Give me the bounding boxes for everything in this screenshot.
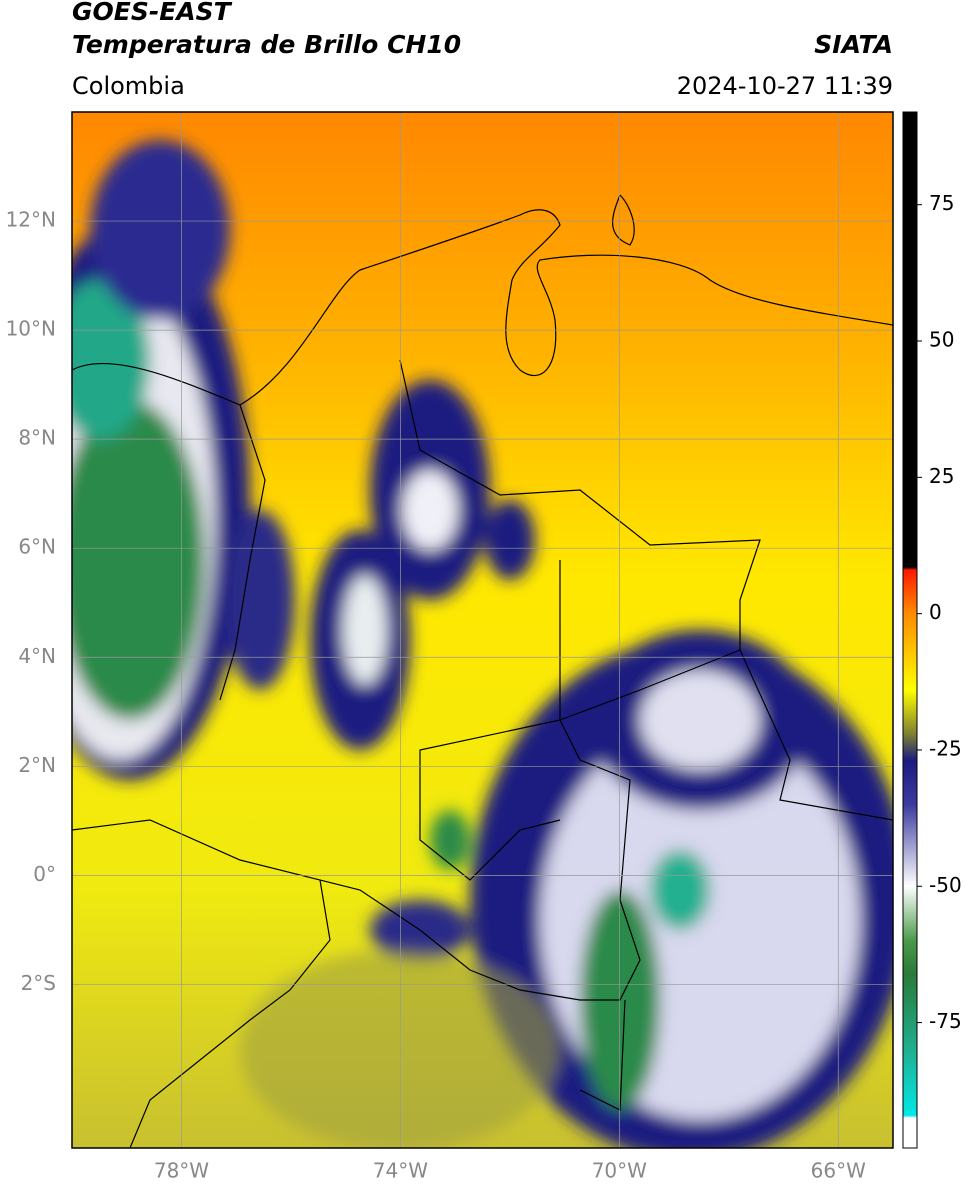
lon-tick-label: 70°W (592, 1159, 647, 1183)
colorbar-tick-label: -25 (929, 736, 962, 760)
title: GOES-EAST (72, 0, 233, 26)
lat-tick-label: 6°N (18, 535, 56, 559)
lat-tick-label: 2°S (21, 971, 56, 995)
lat-tick-label: 0° (33, 862, 56, 886)
lat-tick-label: 10°N (6, 317, 56, 341)
lon-tick-label: 66°W (811, 1159, 866, 1183)
colorbar (902, 111, 918, 1149)
lat-tick-label: 8°N (18, 426, 56, 450)
lat-tick-label: 12°N (6, 208, 56, 232)
map-frame (71, 111, 894, 1149)
datetime: 2024-10-27 11:39 (677, 72, 893, 100)
lat-tick-label: 4°N (18, 644, 56, 668)
colorbar-tick-label: 25 (929, 464, 954, 488)
lat-tick-label: 2°N (18, 753, 56, 777)
colorbar-tick-label: 50 (929, 328, 954, 352)
source: SIATA (814, 30, 893, 59)
colorbar-tick-label: -75 (929, 1009, 962, 1033)
lon-tick-label: 74°W (373, 1159, 428, 1183)
region: Colombia (72, 72, 185, 100)
borders (72, 194, 893, 1148)
colorbar-tick-label: -50 (929, 873, 962, 897)
satellite-image (72, 112, 893, 1148)
colorbar-tick-label: 0 (929, 600, 942, 624)
subtitle: Temperatura de Brillo CH10 (72, 30, 461, 59)
lon-tick-label: 78°W (154, 1159, 209, 1183)
colorbar-tick-label: 75 (929, 191, 954, 215)
